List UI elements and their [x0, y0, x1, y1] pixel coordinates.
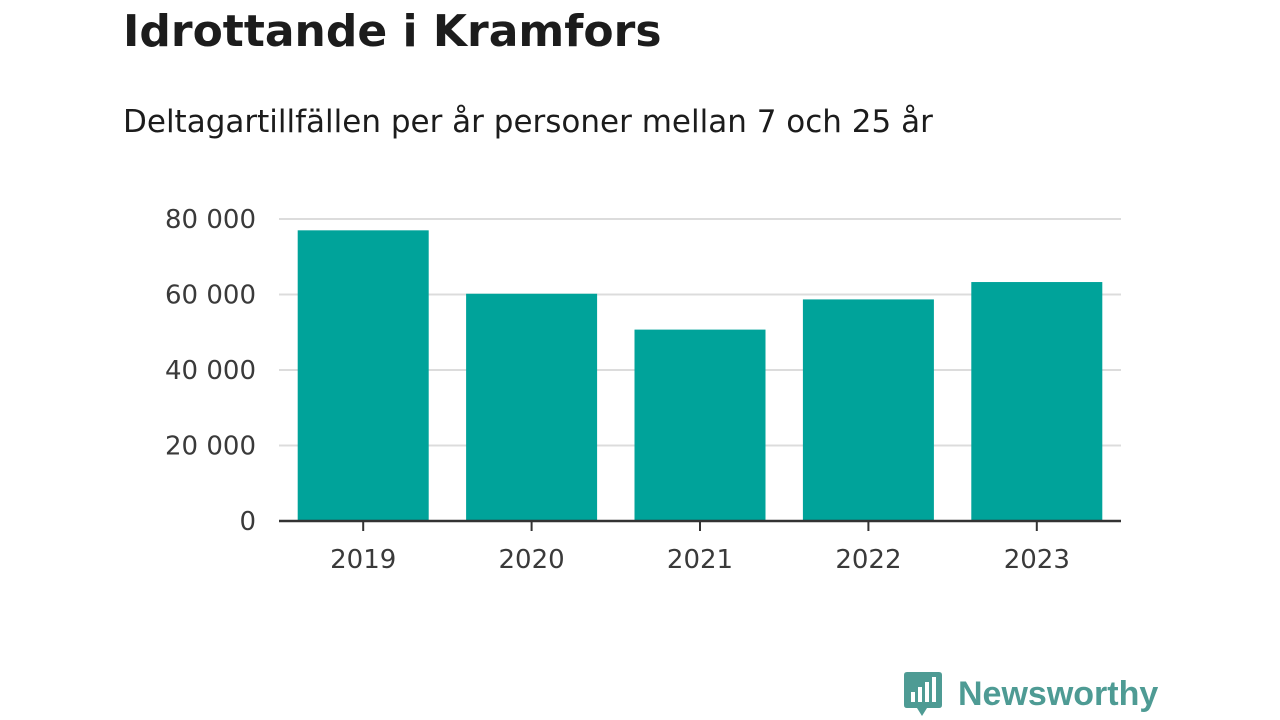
- y-tick-label: 0: [239, 507, 256, 537]
- bar: [634, 329, 766, 521]
- x-tick-label: 2023: [1004, 545, 1070, 575]
- x-tick-label: 2020: [499, 545, 565, 575]
- brand-logo: Newsworthy: [902, 670, 1158, 718]
- x-tick-label: 2022: [835, 545, 901, 575]
- x-tick-label: 2019: [330, 545, 396, 575]
- x-tick-label: 2021: [667, 545, 733, 575]
- y-tick-label: 40 000: [165, 356, 256, 386]
- y-tick-label: 20 000: [165, 432, 256, 462]
- brand-name: Newsworthy: [958, 674, 1159, 713]
- bar: [297, 230, 429, 521]
- bar: [971, 282, 1103, 521]
- y-tick-label: 60 000: [165, 281, 256, 311]
- bar: [802, 299, 934, 521]
- chart-speech-bubble-icon: [904, 672, 942, 716]
- chart-title: Idrottande i Kramfors: [123, 6, 662, 57]
- bar: [466, 293, 598, 521]
- chart-subtitle: Deltagartillfällen per år personer mella…: [123, 104, 933, 140]
- y-tick-label: 80 000: [165, 205, 256, 235]
- bar-chart: 0 20 000 40 000 60 000 80 000 2019 2020 2021 202…: [165, 205, 1121, 575]
